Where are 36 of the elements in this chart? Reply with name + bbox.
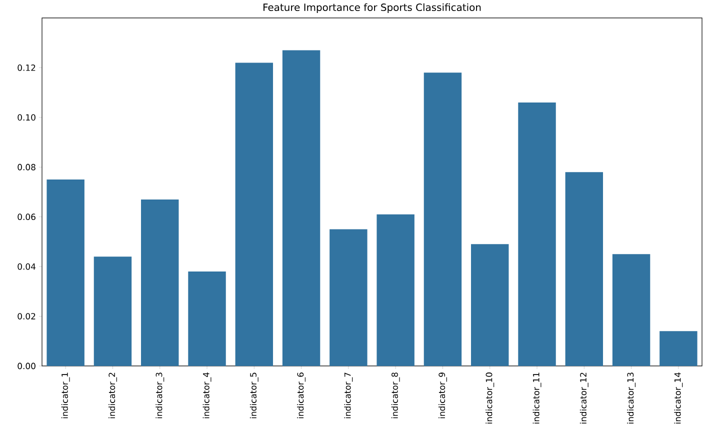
x-tick-label: indicator_13 [627, 372, 636, 424]
bar [46, 180, 84, 366]
y-tick-label: 0.00 [18, 362, 36, 370]
bar [141, 199, 179, 366]
x-tick-label: indicator_6 [297, 372, 306, 418]
x-tick-label: indicator_8 [391, 372, 400, 418]
x-tick-label: indicator_5 [250, 372, 258, 418]
y-tick-label: 0.12 [18, 64, 36, 71]
x-tick-label: indicator_4 [202, 372, 212, 418]
bar [282, 50, 320, 366]
bar [94, 256, 132, 366]
bar [518, 102, 556, 366]
x-tick-label: indicator_1 [61, 372, 70, 418]
bar [471, 244, 509, 366]
bar [565, 172, 604, 366]
bar [424, 72, 462, 366]
bar [612, 254, 650, 366]
y-tick-label: 0.06 [18, 214, 36, 220]
x-tick-label: indicator_10 [486, 372, 494, 424]
bar [660, 331, 698, 366]
bar [188, 272, 226, 366]
x-tick-label: indicator_3 [156, 372, 164, 418]
x-tick-label: indicator_7 [344, 372, 353, 418]
x-tick-label: indicator_9 [438, 372, 447, 418]
x-tick-label: indicator_11 [532, 372, 542, 424]
y-tick-label: 0.10 [18, 114, 36, 121]
x-tick-label: indicator_2 [108, 372, 117, 418]
bar [376, 214, 414, 366]
bar [235, 62, 274, 366]
y-tick-label: 0.08 [18, 164, 36, 170]
y-tick-label: 0.02 [18, 313, 36, 320]
x-tick-label: indicator_14 [674, 372, 683, 424]
y-tick-label: 0.04 [18, 263, 36, 270]
x-tick-label: indicator_12 [580, 372, 588, 424]
bar [330, 229, 368, 366]
chart-title: Feature Importance for Sports Classification [264, 3, 481, 13]
